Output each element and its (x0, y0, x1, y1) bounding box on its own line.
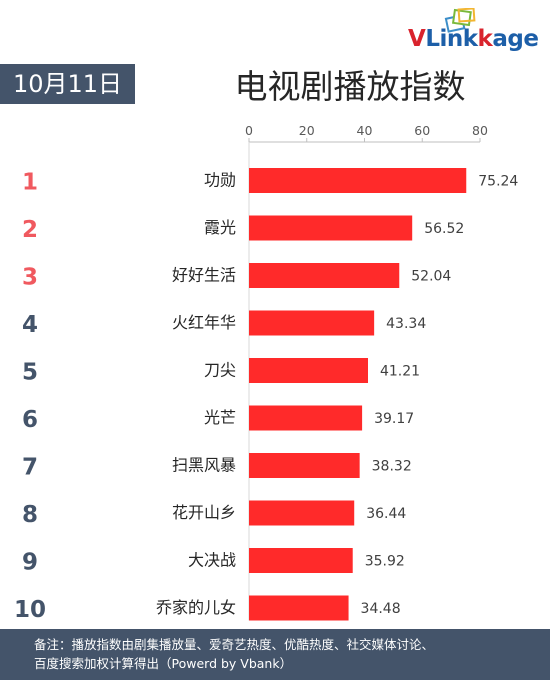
x-tick-label: 80 (472, 123, 488, 138)
data-label: 52.04 (411, 269, 451, 285)
category-label: 花开山乡 (172, 503, 236, 522)
data-label: 56.52 (424, 221, 464, 237)
data-label: 43.34 (386, 316, 426, 332)
bar (249, 500, 355, 526)
data-label: 35.92 (365, 554, 405, 570)
category-label: 功勋 (204, 171, 236, 190)
data-label: 34.48 (361, 601, 401, 617)
data-label: 39.17 (374, 411, 414, 427)
rank-number: 3 (22, 265, 38, 291)
data-label: 75.24 (478, 174, 518, 190)
category-label: 光芒 (204, 408, 236, 427)
brand-logo: VLinkkage (408, 8, 544, 58)
footer-line-2: 百度搜索加权计算得出（Powerd by Vbank） (34, 656, 293, 671)
rank-number: 6 (22, 407, 38, 433)
category-label: 乔家的儿女 (156, 598, 236, 617)
bar (249, 405, 363, 431)
bar-chart: 0 20 40 60 80 75.24 功勋 1 56.52 霞光 2 52.04 好好生活 3 43.34… (14, 123, 518, 623)
x-tick-label: 0 (245, 123, 253, 138)
x-tick-label: 20 (299, 123, 315, 138)
category-label: 好好生活 (172, 266, 236, 285)
bar (249, 595, 349, 621)
category-label: 扫黑风暴 (172, 456, 236, 475)
rank-number: 4 (22, 312, 38, 338)
category-label: 霞光 (204, 218, 236, 237)
bar (249, 453, 360, 478)
bar (249, 548, 353, 573)
logo-frames-icon (444, 8, 476, 33)
rank-number: 9 (22, 550, 38, 576)
rank-number: 10 (14, 597, 46, 623)
bar (249, 263, 400, 288)
page-title: 电视剧播放指数 (234, 67, 466, 106)
data-label: 36.44 (366, 506, 406, 522)
x-tick-label: 60 (414, 123, 430, 138)
bar (249, 215, 413, 241)
rank-number: 2 (22, 217, 38, 243)
rank-number: 8 (22, 502, 38, 528)
bar (249, 168, 467, 193)
data-label: 38.32 (372, 459, 412, 475)
footer-line-1: 备注：播放指数由剧集播放量、爱奇艺热度、优酷热度、社交媒体讨论、 (34, 637, 435, 652)
x-tick-label: 40 (357, 123, 373, 138)
data-label: 41.21 (380, 364, 420, 380)
bar (249, 310, 375, 336)
rank-number: 5 (22, 360, 38, 386)
rank-number: 7 (22, 455, 38, 481)
bar (249, 358, 368, 383)
date-badge: 10月11日 (0, 64, 135, 104)
brand-wordmark: VLinkkage (408, 26, 539, 52)
category-label: 刀尖 (204, 361, 236, 380)
category-label: 火红年华 (172, 313, 236, 332)
category-label: 大决战 (188, 551, 236, 570)
rank-number: 1 (22, 170, 38, 196)
footer-note: 备注：播放指数由剧集播放量、爱奇艺热度、优酷热度、社交媒体讨论、 百度搜索加权计… (0, 629, 550, 680)
